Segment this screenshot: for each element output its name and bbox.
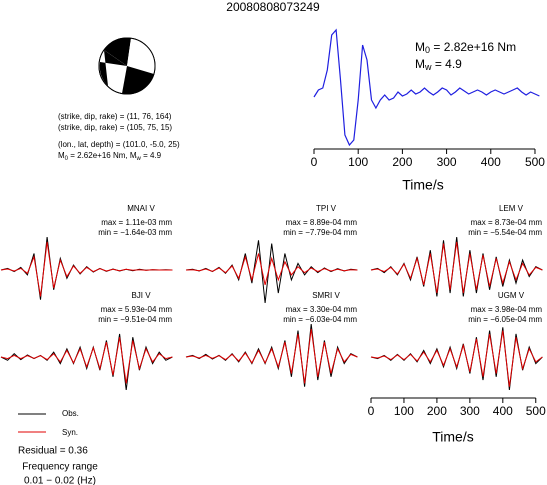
syn-trace [185, 328, 358, 384]
min-label: min = −7.79e-04 mm [283, 228, 357, 237]
x-tick-label: 400 [493, 404, 513, 418]
m0-annotation: M0 = 2.82e+16 Nm [415, 40, 516, 55]
x-tick-label: 300 [460, 404, 480, 418]
x-tick-label: 500 [526, 404, 546, 418]
ann-part: = 2.82e+16 Nm [430, 40, 516, 54]
syn-trace [185, 253, 358, 286]
syn-trace [0, 337, 173, 384]
ann-part: = 4.9 [432, 57, 463, 71]
figure-title: 20080808073249 [226, 0, 320, 14]
beach-ball [98, 37, 156, 95]
x-tick-label: 100 [394, 404, 414, 418]
station-name: BJI V [131, 291, 151, 300]
freq-range: 0.01 − 0.02 (Hz) [24, 476, 96, 485]
min-label: min = −5.54e-04 mm [468, 228, 542, 237]
max-label: max = 8.89e-04 mm [286, 218, 358, 227]
obs-trace [0, 333, 173, 391]
moment-line: M0 = 2.62e+16 Nm, Mw = 4.9 [58, 151, 162, 161]
x-axis-label: Time/s [432, 429, 473, 445]
source-line: (lon., lat, depth) = (101.0, -5.0, 25) [58, 140, 180, 149]
min-label: min = −1.64e-03 mm [98, 228, 172, 237]
min-label: min = −6.05e-04 mm [468, 315, 542, 324]
x-tick-label: 200 [427, 404, 447, 418]
max-label: max = 3.30e-04 mm [286, 305, 358, 314]
moment-part: = 2.62e+16 Nm, M [68, 151, 137, 160]
syn-trace [370, 330, 543, 387]
stf-line [313, 28, 540, 147]
x-tick-label: 300 [437, 155, 457, 169]
x-tick-label: 200 [392, 155, 412, 169]
moment-sub: w [136, 156, 142, 162]
moment-part: = 4.9 [141, 151, 162, 160]
x-axis-label: Time/s [402, 177, 443, 193]
moment-part: M [58, 151, 65, 160]
station-name: SMRI V [312, 291, 340, 300]
mw-annotation: Mw = 4.9 [415, 57, 462, 72]
obs-trace [185, 323, 358, 387]
syn-trace [370, 241, 543, 294]
station-name: UGM V [498, 291, 525, 300]
x-tick-label: 500 [525, 155, 545, 169]
max-label: max = 1.11e-03 mm [101, 218, 172, 227]
ann-sub: w [424, 62, 432, 72]
legend-label: Obs. [62, 409, 79, 418]
obs-trace [370, 327, 543, 391]
max-label: max = 3.98e-04 mm [471, 305, 543, 314]
min-label: min = −6.03e-04 mm [283, 315, 357, 324]
freq-title: Frequency range [22, 462, 98, 473]
station-name: MNAI V [127, 204, 155, 213]
ann-sub: 0 [425, 45, 430, 55]
max-label: max = 8.73e-04 mm [471, 218, 543, 227]
obs-trace [370, 236, 543, 297]
x-tick-label: 0 [368, 404, 375, 418]
residual: Residual = 0.36 [18, 446, 88, 457]
ann-part: M [415, 40, 425, 54]
moment-sub: 0 [65, 156, 69, 162]
ann-part: M [415, 57, 425, 71]
source-line: (strike, dip, rake) = (11, 76, 164) [58, 112, 172, 121]
x-tick-label: 0 [311, 155, 318, 169]
max-label: max = 5.93e-04 mm [101, 305, 173, 314]
source-line: (strike, dip, rake) = (105, 75, 15) [58, 123, 172, 132]
syn-trace [0, 241, 173, 297]
legend-label: Syn. [62, 428, 78, 437]
station-name: TPI V [316, 204, 337, 213]
x-tick-label: 400 [481, 155, 501, 169]
min-label: min = −9.51e-04 mm [98, 315, 172, 324]
station-name: LEM V [499, 204, 524, 213]
x-tick-label: 100 [348, 155, 368, 169]
